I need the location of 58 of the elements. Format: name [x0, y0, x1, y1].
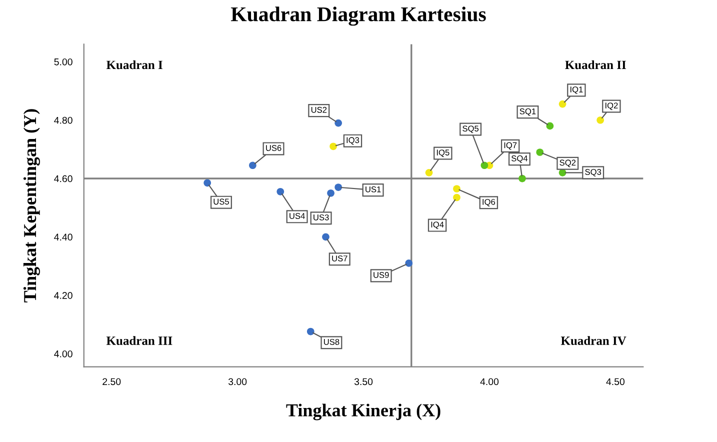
point	[425, 169, 433, 176]
y-tick-label: 4.20	[54, 292, 72, 299]
annotation: US6	[266, 145, 282, 151]
annotation: US2	[311, 106, 327, 113]
point	[405, 260, 413, 267]
x-axis-title: Tingkat Kinerja (X)	[286, 404, 440, 420]
annotation: US9	[374, 272, 389, 278]
point	[453, 185, 460, 192]
y-tick-label: 4.00	[54, 350, 72, 358]
point	[518, 174, 526, 182]
annotation: IQ7	[504, 142, 517, 150]
annotation: IQ4	[431, 222, 444, 230]
point	[327, 189, 334, 197]
x-tick-label: 4.00	[480, 378, 499, 386]
annotation: US7	[332, 255, 348, 262]
point	[453, 194, 460, 202]
annotation: IQ5	[436, 150, 450, 157]
annotation: US3	[314, 214, 329, 220]
y-tick-label: 4.60	[54, 175, 72, 182]
annotation: IQ2	[605, 102, 618, 110]
annotation: IQ6	[482, 198, 496, 206]
y-tick-label: 5.00	[54, 58, 72, 66]
annotation: SQ5	[462, 126, 479, 133]
annotation: IQ3	[346, 137, 360, 145]
point	[334, 119, 342, 127]
y-tick-label: 4.40	[54, 234, 72, 241]
annotation: SQ2	[560, 160, 576, 168]
point	[330, 142, 337, 150]
point	[249, 162, 256, 170]
annotation: Kuadran IV	[560, 336, 626, 346]
point	[536, 148, 544, 156]
point	[334, 184, 342, 191]
x-tick-label: 3.50	[354, 378, 373, 386]
point	[546, 122, 554, 130]
x-tick-label: 3.00	[228, 378, 247, 386]
point	[480, 162, 488, 170]
point	[558, 100, 566, 108]
chart-title: Kuadran Diagram Kartesius	[230, 6, 486, 26]
point	[596, 116, 604, 124]
annotation: US1	[366, 186, 381, 192]
annotation: Kuadran III	[106, 336, 172, 345]
point	[276, 188, 284, 196]
x-tick-label: 2.50	[102, 378, 121, 386]
annotation: Kuadran I	[106, 60, 162, 70]
annotation: US4	[290, 212, 305, 219]
y-tick-label: 4.80	[54, 116, 72, 124]
annotation: SQ1	[520, 108, 536, 116]
y-axis-title: Tingkat Kepentingan (Y)	[23, 109, 40, 302]
annotation: US5	[214, 198, 229, 205]
annotation: US8	[324, 338, 340, 345]
x-tick-label: 4.50	[606, 378, 625, 386]
point	[322, 233, 330, 241]
annotation: IQ1	[570, 86, 583, 94]
annotation: SQ3	[585, 169, 602, 176]
annotation: Kuadran II	[565, 60, 626, 70]
point	[204, 179, 212, 187]
point	[306, 328, 314, 336]
annotation: SQ4	[511, 155, 528, 163]
